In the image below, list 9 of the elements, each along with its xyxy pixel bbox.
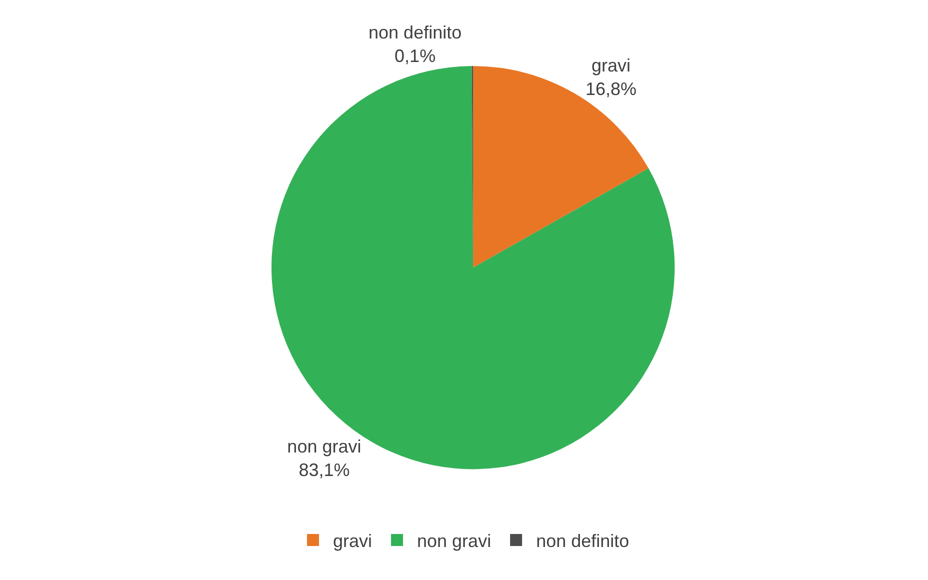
legend-label: non gravi (417, 531, 492, 552)
slice-label: non gravi (287, 436, 362, 457)
data-label: 16,8% (585, 78, 637, 99)
legend-label: gravi (333, 531, 372, 552)
data-label: 0,1% (394, 46, 436, 66)
data-label: 83,1% (298, 460, 350, 480)
slice-label: non definito (368, 22, 462, 43)
legend-label: non definito (536, 531, 630, 552)
slice-label: gravi (591, 56, 630, 76)
